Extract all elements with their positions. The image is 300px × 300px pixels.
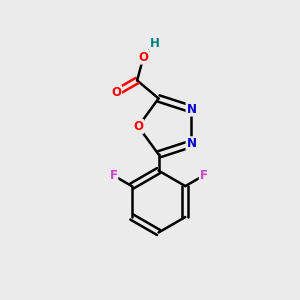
Text: F: F bbox=[200, 169, 208, 182]
Text: O: O bbox=[138, 51, 148, 64]
Text: N: N bbox=[187, 103, 196, 116]
Text: F: F bbox=[110, 169, 117, 182]
Text: O: O bbox=[111, 86, 121, 99]
Text: H: H bbox=[150, 37, 160, 50]
Text: O: O bbox=[133, 120, 143, 133]
Text: N: N bbox=[187, 137, 196, 150]
